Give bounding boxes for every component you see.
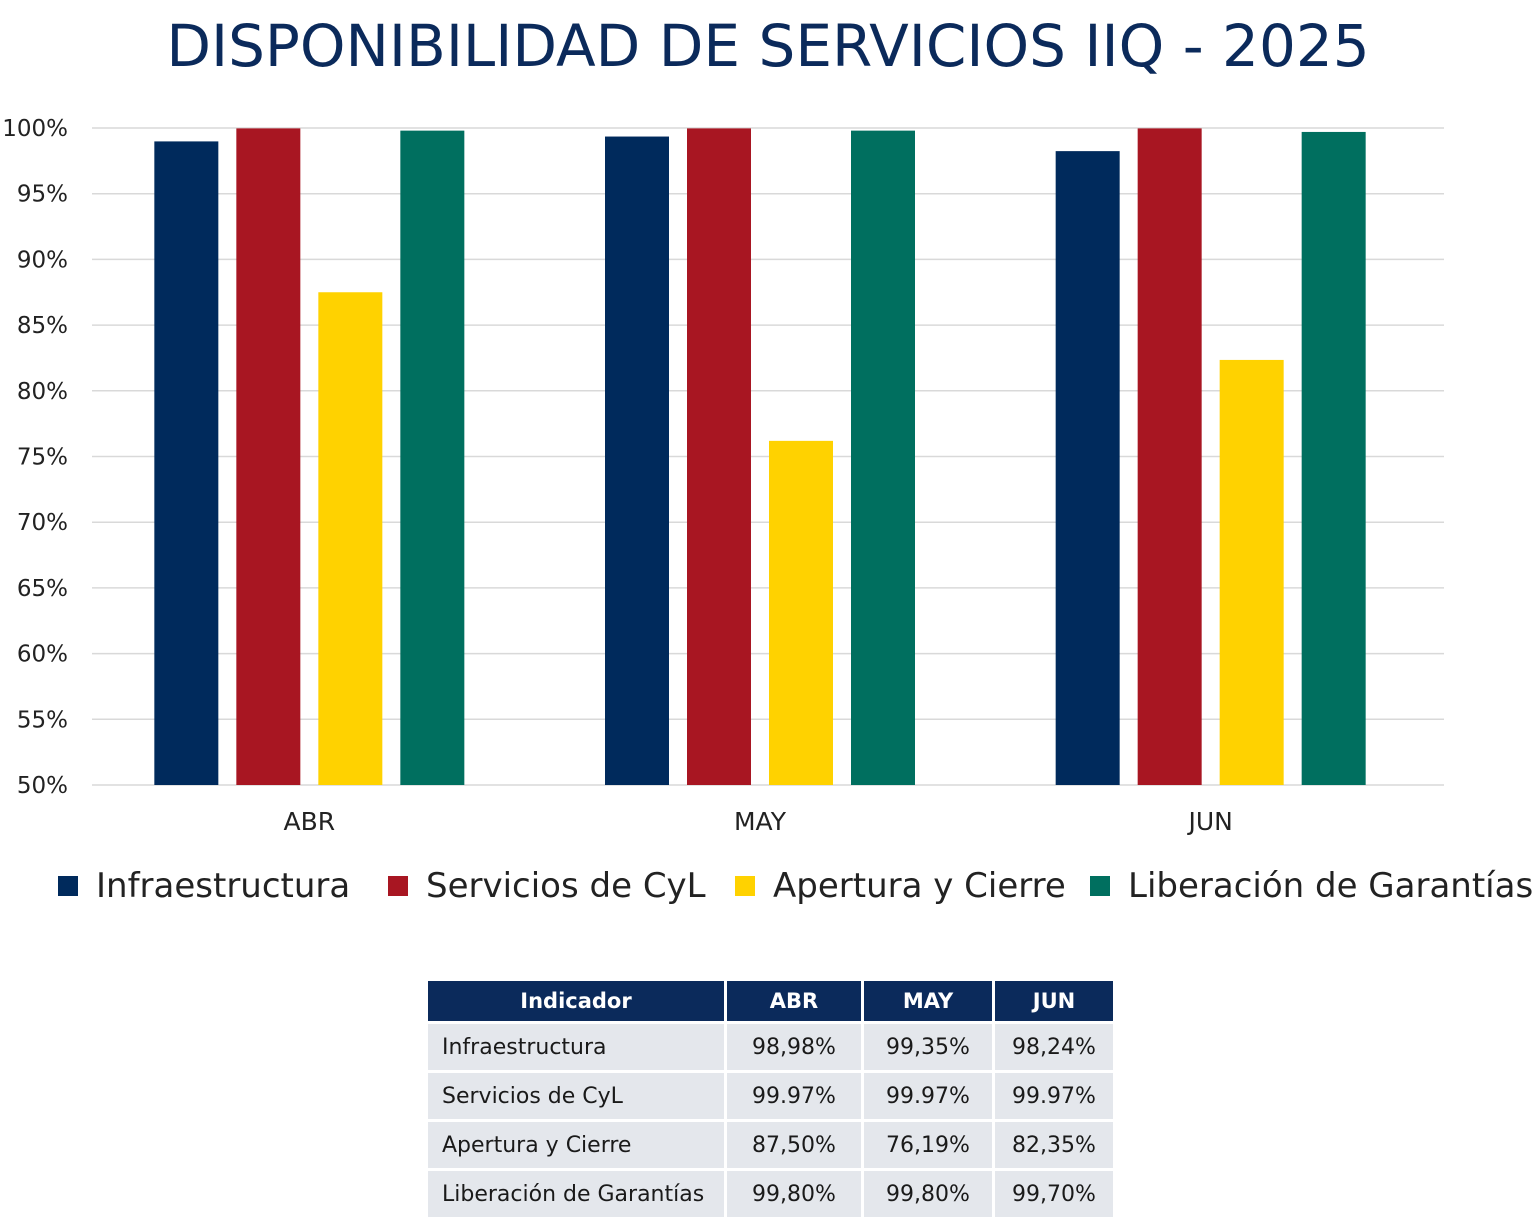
table-cell: 76,19% xyxy=(864,1122,992,1168)
y-tick-label: 60% xyxy=(17,642,68,668)
legend-swatch xyxy=(1090,876,1110,896)
legend-item-infraestructura: Infraestructura xyxy=(58,866,350,906)
table-row: Apertura y Cierre 87,50% 76,19% 82,35% xyxy=(428,1122,1113,1168)
table-header-row: Indicador ABR MAY JUN xyxy=(428,981,1113,1021)
table-header: ABR xyxy=(727,981,861,1021)
table-cell: 98,24% xyxy=(995,1024,1113,1070)
y-tick-label: 95% xyxy=(17,182,68,208)
table-cell: 99.97% xyxy=(727,1073,861,1119)
bar xyxy=(154,141,219,785)
x-tick-label: MAY xyxy=(734,807,787,836)
bar xyxy=(318,292,383,785)
legend-label: Servicios de CyL xyxy=(426,866,706,906)
table-header: MAY xyxy=(864,981,992,1021)
table-cell: 99,70% xyxy=(995,1171,1113,1217)
table-cell: 99,80% xyxy=(727,1171,861,1217)
bar-chart: 50% 55% 60% 65% 70% 75% 80% 85% 90% 95% 100% ABR MAY… xyxy=(2,116,1444,836)
y-tick-label: 50% xyxy=(17,773,68,799)
legend-swatch xyxy=(735,876,755,896)
table-cell: Liberación de Garantías xyxy=(428,1171,724,1217)
bar xyxy=(1055,151,1120,785)
legend-item-servicios-cyl: Servicios de CyL xyxy=(388,866,706,906)
chart-title: DISPONIBILIDAD DE SERVICIOS IIQ - 2025 xyxy=(166,12,1370,80)
legend-swatch xyxy=(388,876,408,896)
legend-label: Apertura y Cierre xyxy=(773,866,1066,906)
legend-item-apertura-cierre: Apertura y Cierre xyxy=(735,866,1066,906)
table-header: Indicador xyxy=(428,981,724,1021)
legend-item-liberacion-garantias: Liberación de Garantías xyxy=(1090,866,1533,906)
y-tick-label: 85% xyxy=(17,313,68,339)
bar xyxy=(605,136,669,785)
x-tick-label: JUN xyxy=(1186,807,1232,836)
table-cell: 99.97% xyxy=(995,1073,1113,1119)
bar xyxy=(687,128,751,786)
legend-swatch xyxy=(58,876,78,896)
y-tick-label: 100% xyxy=(2,116,68,142)
y-tick-label: 65% xyxy=(17,576,68,602)
table-row: Servicios de CyL 99.97% 99.97% 99.97% xyxy=(428,1073,1113,1119)
bar xyxy=(769,440,833,785)
table-cell: 82,35% xyxy=(995,1122,1113,1168)
y-tick-label: 70% xyxy=(17,510,68,536)
x-tick-label: ABR xyxy=(284,807,336,836)
legend-label: Infraestructura xyxy=(96,866,351,906)
table-cell: 87,50% xyxy=(727,1122,861,1168)
table-cell: 98,98% xyxy=(727,1024,861,1070)
y-tick-label: 90% xyxy=(17,247,68,273)
table-cell: Infraestructura xyxy=(428,1024,724,1070)
bar xyxy=(1301,131,1366,785)
table-cell: Apertura y Cierre xyxy=(428,1122,724,1168)
table-cell: 99,35% xyxy=(864,1024,992,1070)
y-tick-label: 80% xyxy=(17,379,68,405)
bar xyxy=(236,128,301,786)
table-row: Infraestructura 98,98% 99,35% 98,24% xyxy=(428,1024,1113,1070)
table-cell: 99.97% xyxy=(864,1073,992,1119)
y-tick-label: 55% xyxy=(17,707,68,733)
legend: Infraestructura Servicios de CyL Apertur… xyxy=(0,866,1536,912)
table-row: Liberación de Garantías 99,80% 99,80% 99… xyxy=(428,1171,1113,1217)
y-tick-label: 75% xyxy=(17,445,68,471)
table-header: JUN xyxy=(995,981,1113,1021)
bar xyxy=(1219,359,1284,785)
bar xyxy=(851,130,915,786)
bar xyxy=(400,130,465,786)
table-cell: 99,80% xyxy=(864,1171,992,1217)
legend-label: Liberación de Garantías xyxy=(1128,866,1534,906)
data-table: Indicador ABR MAY JUN Infraestructura 98… xyxy=(425,978,1116,1220)
table-cell: Servicios de CyL xyxy=(428,1073,724,1119)
bar xyxy=(1137,128,1202,786)
